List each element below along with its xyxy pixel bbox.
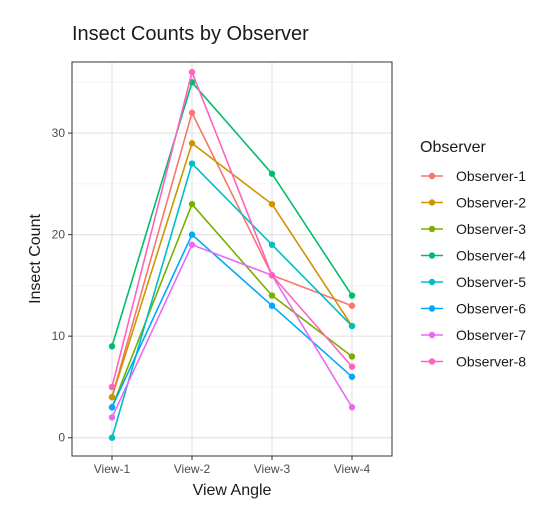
legend-title: Observer xyxy=(420,139,486,156)
plot-panel-border xyxy=(71,61,393,457)
legend-key-point xyxy=(428,252,436,259)
legend-label: Observer-2 xyxy=(456,195,526,211)
data-point xyxy=(348,363,356,370)
chart-title: Insect Counts by Observer xyxy=(72,23,309,45)
legend-item: Observer-3 xyxy=(421,221,526,237)
legend-key-point xyxy=(428,278,436,286)
data-point xyxy=(348,373,356,380)
legend: Observer-1 Observer-2 Observer-3 Observer-4… xyxy=(421,168,526,370)
legend-item: Observer-8 xyxy=(421,354,526,370)
legend-item: Observer-7 xyxy=(421,327,526,343)
data-point xyxy=(188,231,196,238)
data-point xyxy=(108,343,116,350)
series-observer-5 xyxy=(108,160,356,441)
legend-key-point xyxy=(428,199,436,206)
legend-key-point xyxy=(428,225,436,233)
data-point xyxy=(268,292,276,299)
series-line xyxy=(111,110,353,398)
x-tick-label: View-1 xyxy=(94,462,131,476)
y-tick-label: 20 xyxy=(52,228,66,242)
y-tick-label: 0 xyxy=(58,431,65,445)
series-layer xyxy=(108,68,356,441)
data-point xyxy=(188,140,196,147)
legend-label: Observer-1 xyxy=(456,168,526,184)
series-line xyxy=(111,69,353,388)
legend-item: Observer-2 xyxy=(421,195,526,211)
data-point xyxy=(188,160,196,167)
y-tick-label: 30 xyxy=(52,126,66,140)
legend-item: Observer-6 xyxy=(421,301,526,317)
data-point xyxy=(188,241,196,248)
legend-key-point xyxy=(428,331,436,339)
legend-label: Observer-8 xyxy=(456,354,526,370)
x-tick-label: View-3 xyxy=(254,462,291,476)
legend-item: Observer-4 xyxy=(421,248,526,264)
data-point xyxy=(108,434,116,441)
y-axis-title: Insect Count xyxy=(27,214,44,304)
data-point xyxy=(108,383,116,391)
series-line xyxy=(111,162,353,438)
legend-key-point xyxy=(428,172,436,180)
data-point xyxy=(108,404,116,411)
x-axis-ticks: View-1 View-2 View-3 View-4 xyxy=(94,456,371,476)
data-point xyxy=(268,200,276,208)
data-point xyxy=(188,68,196,76)
data-point xyxy=(108,414,116,421)
series-observer-4 xyxy=(108,79,356,350)
series-line xyxy=(111,243,353,418)
y-axis-ticks: 0 10 20 30 xyxy=(52,126,72,445)
legend-label: Observer-5 xyxy=(456,274,526,290)
data-point xyxy=(268,302,276,309)
legend-item: Observer-1 xyxy=(421,168,526,184)
series-observer-8 xyxy=(108,68,356,391)
data-point xyxy=(188,109,196,116)
x-tick-label: View-4 xyxy=(334,462,371,476)
data-point xyxy=(348,404,356,411)
data-point xyxy=(268,272,276,279)
x-axis-title: View Angle xyxy=(193,482,272,499)
data-point xyxy=(348,322,356,330)
legend-label: Observer-4 xyxy=(456,248,526,264)
data-point xyxy=(268,241,276,248)
data-point xyxy=(188,200,196,208)
data-point xyxy=(268,170,276,177)
legend-key-point xyxy=(428,305,436,312)
legend-label: Observer-7 xyxy=(456,327,526,343)
legend-label: Observer-3 xyxy=(456,221,526,237)
data-point xyxy=(108,393,116,401)
data-point xyxy=(348,353,356,360)
data-point xyxy=(348,292,356,299)
x-tick-label: View-2 xyxy=(174,462,211,476)
series-line xyxy=(111,80,353,347)
series-line xyxy=(111,202,353,408)
legend-item: Observer-5 xyxy=(421,274,526,290)
y-tick-label: 10 xyxy=(52,329,66,343)
data-point xyxy=(348,302,356,309)
legend-key-point xyxy=(428,358,436,365)
legend-label: Observer-6 xyxy=(456,301,526,317)
grid xyxy=(72,62,392,456)
